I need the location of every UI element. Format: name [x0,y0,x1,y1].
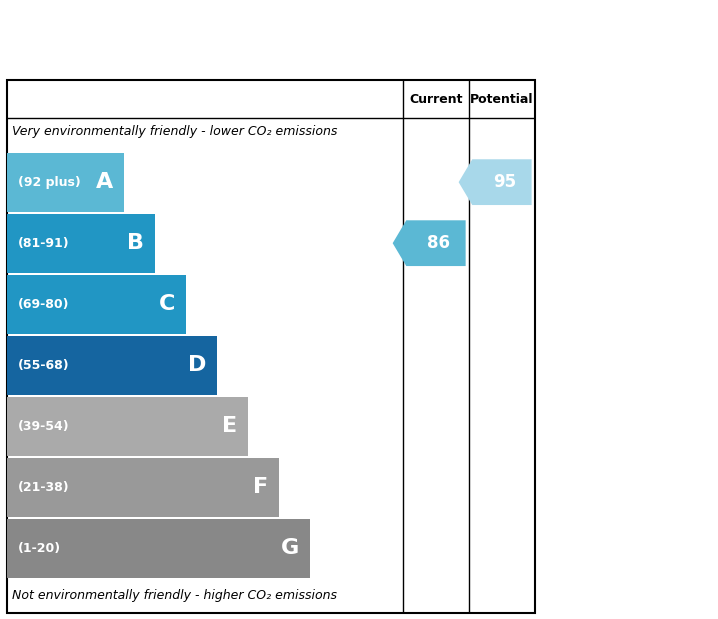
Text: (69-80): (69-80) [18,298,69,311]
FancyBboxPatch shape [7,153,123,212]
Text: (92 plus): (92 plus) [18,176,80,189]
Text: Not environmentally friendly - higher CO₂ emissions: Not environmentally friendly - higher CO… [12,589,337,602]
FancyBboxPatch shape [7,275,186,334]
Text: (81-91): (81-91) [18,236,70,249]
FancyBboxPatch shape [7,335,217,395]
Text: (55-68): (55-68) [18,358,70,372]
Text: Environmental Impact (CO₂) Rating: Environmental Impact (CO₂) Rating [58,23,660,51]
Text: (21-38): (21-38) [18,481,70,494]
Text: B: B [127,233,144,253]
FancyBboxPatch shape [7,214,154,272]
Polygon shape [459,159,531,205]
Text: (1-20): (1-20) [18,542,61,555]
Text: Very environmentally friendly - lower CO₂ emissions: Very environmentally friendly - lower CO… [12,126,338,139]
Text: E: E [222,416,237,436]
Text: 86: 86 [427,234,450,252]
Text: F: F [253,477,268,497]
Text: 95: 95 [493,173,516,191]
Text: D: D [187,355,206,375]
FancyBboxPatch shape [7,458,279,517]
Text: C: C [159,294,175,314]
Text: G: G [281,539,299,558]
Text: Current: Current [409,92,462,106]
Text: (39-54): (39-54) [18,420,70,433]
FancyBboxPatch shape [7,397,248,456]
FancyBboxPatch shape [7,519,309,578]
Text: A: A [95,172,113,192]
Text: Potential: Potential [470,92,533,106]
Polygon shape [393,220,466,266]
